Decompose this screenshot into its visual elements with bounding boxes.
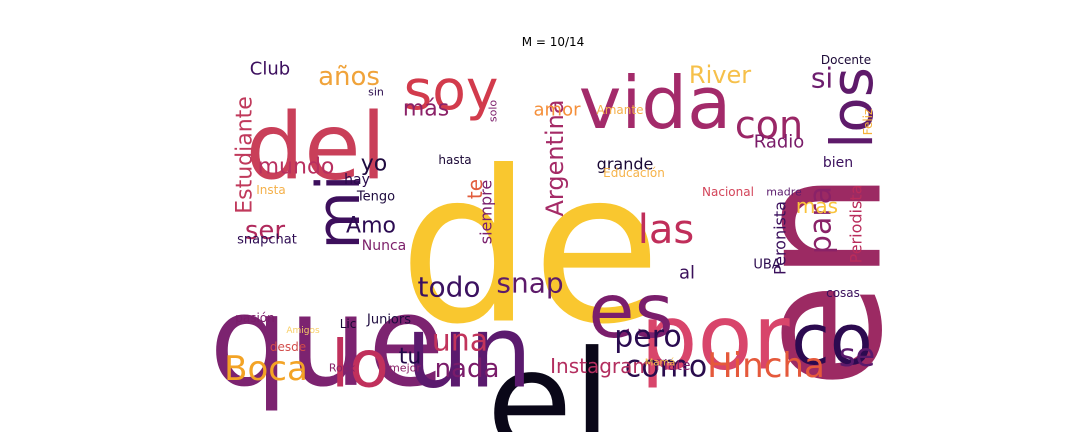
word-65: Nacional [702, 185, 754, 199]
word-56: Juniors [366, 313, 411, 328]
word-18: pero [614, 320, 682, 355]
word-37: tu [399, 345, 422, 370]
word-44: mas [796, 194, 838, 218]
word-68: Rock [329, 362, 356, 375]
word-11: co [791, 299, 872, 381]
word-43: siempre [477, 180, 496, 244]
chart-title: M = 10/14 [522, 35, 585, 49]
word-70: sin [368, 86, 384, 99]
word-46: te [463, 179, 487, 199]
word-54: UBA [753, 258, 780, 273]
word-47: al [679, 263, 695, 284]
word-21: se [839, 336, 875, 374]
word-62: Insta [256, 183, 285, 197]
word-10: soy [404, 58, 499, 122]
word-64: Educación [603, 166, 665, 180]
word-57: cosas [826, 286, 860, 300]
word-24: nada [435, 354, 500, 384]
word-34: ser [245, 216, 286, 246]
word-53: Tengo [356, 190, 395, 205]
word-1: en [719, 171, 922, 390]
word-55: Feliz [861, 109, 875, 136]
word-14: Boca [224, 349, 308, 389]
word-61: Amante [597, 103, 644, 117]
word-60: hasta [438, 153, 471, 167]
word-0: de [399, 126, 662, 371]
word-25: si [811, 62, 833, 95]
word-41: Club [250, 59, 290, 80]
word-63: Docente [821, 53, 871, 67]
word-72: Amigos [286, 326, 320, 336]
word-6: del [246, 94, 387, 201]
word-12: los [818, 67, 886, 149]
word-17: una [432, 324, 488, 359]
word-35: Amo [346, 214, 396, 239]
word-39: Periodista [847, 185, 866, 264]
word-20: Argentina [541, 99, 569, 216]
word-45: amor [534, 100, 582, 121]
word-5: por [640, 286, 789, 391]
word-69: Lic [340, 317, 357, 331]
word-59: pasión [235, 311, 275, 325]
word-16: con [735, 103, 803, 147]
word-9: lo [331, 328, 389, 403]
word-42: grande [597, 155, 654, 174]
word-33: más [403, 97, 449, 122]
word-52: snapchat [237, 233, 297, 248]
word-30: River [689, 61, 751, 89]
word-58: desde [270, 340, 306, 354]
word-50: bien [823, 155, 853, 171]
word-71: mejor [389, 362, 421, 375]
word-26: todo [417, 271, 480, 304]
word-13: mi [304, 174, 374, 249]
word-2: que [209, 270, 444, 415]
word-29: mundo [258, 155, 335, 180]
word-73: Mamá [645, 357, 676, 369]
word-48: hay [344, 172, 370, 188]
word-40: Peronista [771, 201, 790, 275]
word-4: un [406, 294, 533, 411]
word-66: madre [766, 186, 802, 199]
word-15: Hincha [707, 346, 825, 386]
word-31: años [318, 62, 380, 92]
word-28: Estudiante [233, 96, 258, 214]
word-67: solo [487, 100, 500, 123]
word-27: snap [496, 267, 563, 300]
word-3: el [486, 322, 611, 432]
word-7: vida [579, 61, 731, 145]
word-19: las [638, 207, 694, 253]
word-38: Radio [754, 132, 805, 153]
word-32: Instagram [550, 354, 652, 378]
word-8: es [588, 267, 673, 355]
word-51: Nunca [362, 238, 407, 254]
word-22: como [625, 350, 707, 385]
word-23: para [804, 186, 839, 254]
word-49: Plate [655, 358, 690, 374]
word-36: yo [361, 152, 387, 177]
